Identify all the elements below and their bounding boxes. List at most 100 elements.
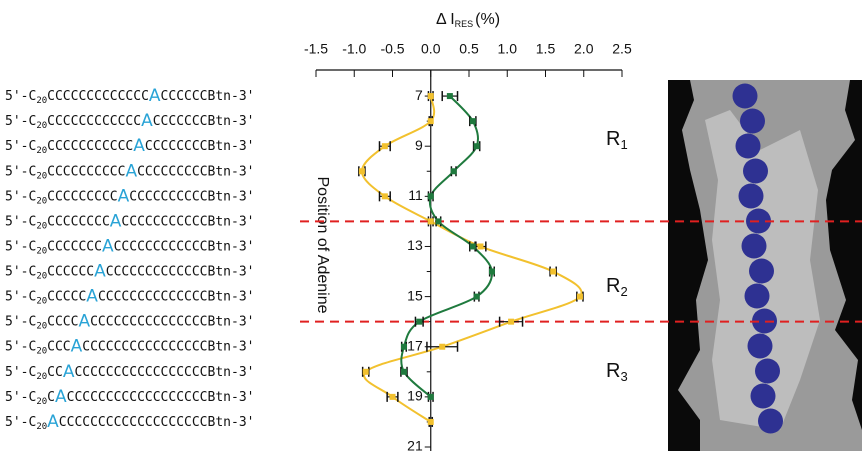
x-tick-label: 0.5 — [459, 41, 479, 57]
point — [427, 193, 434, 200]
point — [400, 368, 407, 375]
seq-after: CCCCCCCCCCCCCCCCCCC — [59, 414, 208, 429]
point — [427, 393, 434, 400]
x-tick-label: -0.5 — [380, 41, 404, 57]
seq-before: CCCCCCC — [47, 239, 102, 254]
region-sub: 1 — [620, 137, 627, 152]
seq-after: CCCCCC — [161, 89, 208, 104]
seq-adenine: A — [47, 412, 59, 432]
sequence: 5'-C20CCCCCCCCCCCCACCCCCCCBtn-3' — [5, 111, 254, 131]
sequence: 5'-C20CCCCCCCCCCCACCCCCCCCBtn-3' — [5, 136, 254, 156]
seq-subscript: 20 — [36, 96, 47, 106]
bead — [738, 183, 764, 209]
sequence: 5'-C20CCCCACCCCCCCCCCCCCCCBtn-3' — [5, 312, 254, 332]
seq-adenine: A — [102, 236, 114, 256]
seq-adenine: A — [141, 111, 153, 131]
seq-adenine: A — [55, 387, 67, 407]
seq-suffix: Btn-3' — [208, 239, 255, 254]
sequence-list: 5'-C20CCCCCCCCCCCCCACCCCCCBtn-3'5'-C20CC… — [5, 86, 255, 432]
y-tick-label: 19 — [407, 388, 423, 404]
seq-suffix: Btn-3' — [208, 189, 255, 204]
bead — [741, 233, 767, 259]
seq-after: CCCCCCCC — [145, 139, 208, 154]
seq-subscript: 20 — [36, 146, 47, 156]
point — [381, 193, 388, 200]
seq-suffix: Btn-3' — [208, 289, 255, 304]
seq-suffix: Btn-3' — [208, 364, 255, 379]
point — [446, 93, 453, 100]
seq-after: CCCCCCCCCCCCCCCCC — [74, 364, 207, 379]
sequence: 5'-C20CCCCCCCCCCACCCCCCCCCBtn-3' — [5, 161, 255, 181]
bead — [744, 283, 770, 309]
sequence: 5'-C20CCCACCCCCCCCCCCCCCCCBtn-3' — [5, 337, 254, 357]
seq-prefix: 5'-C — [5, 139, 36, 154]
seq-before: CCCCCCCCCCCC — [47, 114, 141, 129]
y-tick-label: 11 — [408, 187, 423, 203]
y-axis-label: Position of Adenine — [314, 177, 331, 314]
seq-before: CCCCCCCCCC — [47, 164, 125, 179]
x-tick-label: 2.5 — [612, 41, 632, 57]
seq-before: CCCC — [47, 314, 78, 329]
sequence: 5'-C20CACCCCCCCCCCCCCCCCCCBtn-3' — [5, 387, 254, 407]
point — [427, 418, 434, 425]
seq-after: CCCCCCCCCCCCCCC — [90, 314, 207, 329]
seq-adenine: A — [71, 337, 83, 357]
y-tick-label: 21 — [407, 438, 423, 451]
seq-prefix: 5'-C — [5, 89, 36, 104]
sequence: 5'-C20CCCCCACCCCCCCCCCCCCCBtn-3' — [5, 287, 254, 307]
region-sub: 2 — [620, 284, 627, 299]
seq-subscript: 20 — [36, 371, 47, 381]
seq-prefix: 5'-C — [5, 239, 36, 254]
seq-suffix: Btn-3' — [208, 339, 255, 354]
point — [427, 93, 434, 100]
seq-subscript: 20 — [36, 221, 47, 231]
seq-subscript: 20 — [36, 321, 47, 331]
seq-subscript: 20 — [36, 121, 47, 131]
seq-prefix: 5'-C — [5, 214, 36, 229]
point — [508, 318, 515, 325]
seq-prefix: 5'-C — [5, 189, 36, 204]
region-label: R3 — [606, 360, 628, 384]
seq-after: CCCCCCCCCCC — [121, 214, 207, 229]
bead — [758, 408, 783, 434]
seq-before: CCCCCC — [47, 264, 94, 279]
seq-before: CCC — [47, 339, 70, 354]
point — [389, 393, 396, 400]
point — [469, 118, 476, 125]
axis-title-main: Δ I — [436, 11, 455, 28]
bead — [735, 133, 761, 159]
dna-beads — [732, 83, 783, 434]
point — [576, 293, 583, 300]
bead — [747, 333, 773, 359]
sequence: 5'-C20ACCCCCCCCCCCCCCCCCCCBtn-3' — [5, 412, 254, 432]
point — [427, 218, 434, 225]
seq-suffix: Btn-3' — [208, 214, 255, 229]
point — [427, 118, 434, 125]
y-tick-label: 15 — [407, 287, 423, 303]
seq-suffix: Btn-3' — [208, 389, 255, 404]
seq-prefix: 5'-C — [5, 414, 36, 429]
x-tick-label: 0.0 — [421, 41, 441, 57]
x-tick-label: 2.0 — [574, 41, 594, 57]
point — [400, 343, 407, 350]
x-tick-label: 1.5 — [536, 41, 556, 57]
seq-prefix: 5'-C — [5, 114, 36, 129]
seq-subscript: 20 — [36, 271, 47, 281]
seq-adenine: A — [149, 86, 161, 106]
y-tick-label: 13 — [407, 237, 423, 253]
seq-adenine: A — [133, 136, 145, 156]
bead — [750, 383, 776, 409]
seq-before: CCCCCCCCCCCCC — [47, 89, 149, 104]
x-tick-label: -1.0 — [342, 41, 366, 57]
seq-suffix: Btn-3' — [208, 414, 255, 429]
seq-subscript: 20 — [36, 171, 47, 181]
sequence: 5'-C20CCCCCCCCACCCCCCCCCCCBtn-3' — [5, 211, 254, 231]
seq-prefix: 5'-C — [5, 389, 36, 404]
seq-suffix: Btn-3' — [208, 264, 255, 279]
seq-after: CCCCCCCCCC — [129, 189, 207, 204]
y-tick-label: 7 — [415, 87, 423, 103]
sequence: 5'-C20CCCCCCACCCCCCCCCCCCCBtn-3' — [5, 262, 254, 282]
seq-adenine: A — [94, 262, 106, 282]
y-tick-label: 17 — [407, 337, 423, 353]
seq-adenine: A — [110, 211, 122, 231]
